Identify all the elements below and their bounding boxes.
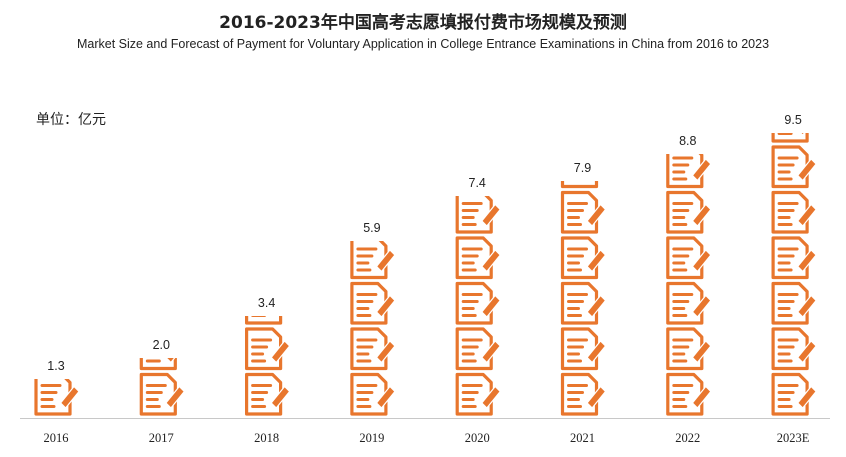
x-tick-label: 2016 xyxy=(44,431,69,445)
bar-2018 xyxy=(245,316,291,416)
data-label: 3.4 xyxy=(258,296,275,310)
bar-2017 xyxy=(139,358,185,416)
unit-label: 单位：亿元 xyxy=(36,112,106,128)
bar-2019 xyxy=(350,241,396,416)
data-label: 7.4 xyxy=(469,176,486,190)
x-tick-label: 2023E xyxy=(777,431,810,445)
x-tick-label: 2020 xyxy=(465,431,490,445)
data-label: 2.0 xyxy=(153,338,170,352)
bar-2021 xyxy=(560,181,607,416)
chart-title: 2016-2023年中国高考志愿填报付费市场规模及预测 xyxy=(219,13,627,33)
bar-2016 xyxy=(34,379,80,416)
data-label: 1.3 xyxy=(47,359,64,373)
x-tick-label: 2018 xyxy=(254,431,279,445)
data-label: 5.9 xyxy=(363,221,380,235)
x-tick-label: 2022 xyxy=(675,431,700,445)
bar-2023E xyxy=(771,133,817,416)
bar-2020 xyxy=(455,196,501,416)
x-tick-label: 2021 xyxy=(570,431,595,445)
data-label: 7.9 xyxy=(574,161,591,175)
x-tick-label: 2019 xyxy=(359,431,384,445)
chart-subtitle: Market Size and Forecast of Payment for … xyxy=(76,37,770,51)
data-label: 9.5 xyxy=(784,113,801,127)
data-label: 8.8 xyxy=(679,134,696,148)
x-tick-label: 2017 xyxy=(149,431,174,445)
bar-2022 xyxy=(666,154,712,416)
